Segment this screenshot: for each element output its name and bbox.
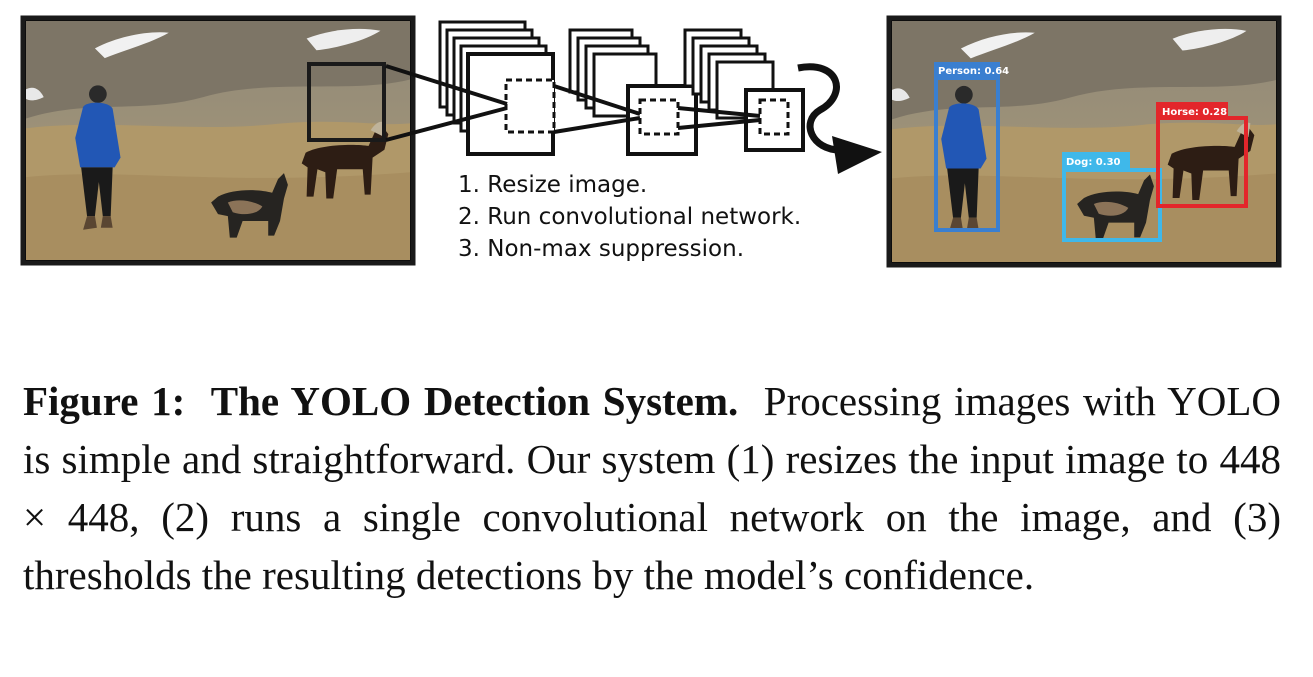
projection-lines <box>385 64 761 142</box>
output-arrow <box>797 63 882 174</box>
figure-number: Figure 1: <box>23 378 186 424</box>
output-image: Person: 0.64 Dog: 0.30 Horse: 0.28 <box>886 15 1282 268</box>
person-label: Person: 0.64 <box>938 66 1009 77</box>
horse-detection: Horse: 0.28 <box>1156 102 1248 208</box>
caption-text: Processing images with YOLO is simple an… <box>23 378 1282 598</box>
crop-region-box <box>307 62 386 142</box>
dog-label: Dog: 0.30 <box>1066 157 1121 168</box>
horse-label: Horse: 0.28 <box>1162 107 1227 118</box>
cnn-diagram <box>438 20 805 156</box>
step-1-label: 1. Resize image. <box>458 172 647 198</box>
yolo-pipeline-figure: 1. Resize image. 2. Run convolutional ne… <box>20 15 1282 268</box>
figure-title: The YOLO Detection System. <box>210 378 739 424</box>
step-2-label: 2. Run convolutional network. <box>458 204 801 230</box>
step-3-label: 3. Non-max suppression. <box>458 236 744 262</box>
person-detection: Person: 0.64 <box>934 62 1009 232</box>
figure-caption: Figure 1: The YOLO Detection System. Pro… <box>23 372 1281 604</box>
input-image <box>20 15 416 266</box>
